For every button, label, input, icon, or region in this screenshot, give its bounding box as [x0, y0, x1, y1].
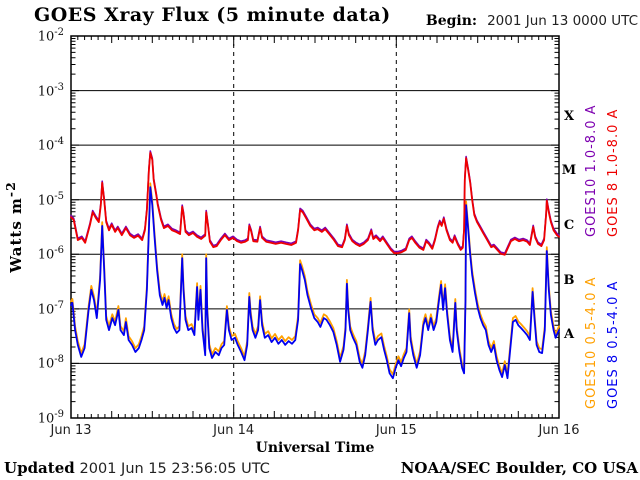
goes-series-label: GOES10 1.0-8.0 A [584, 104, 599, 237]
begin-label: Begin: [425, 13, 478, 29]
y-tick-label: 10-6 [37, 245, 64, 263]
plot-frame [70, 35, 560, 419]
y-tick-label: 10-5 [37, 190, 64, 209]
page-title: GOES Xray Flux (5 minute data) [34, 4, 391, 26]
y-tick-label: 10-4 [37, 136, 64, 154]
flux-curve-goes-8-1-0-8-0-a [70, 151, 560, 256]
y-tick-label: 10-8 [37, 354, 64, 372]
flare-class-label: X [563, 108, 575, 124]
updated-value: 2001 Jun 15 23:56:05 UTC [79, 461, 270, 477]
y-tick-label: 10-2 [37, 27, 64, 45]
flare-class-label: A [563, 327, 575, 343]
goes-series-label: GOES10 0.5-4.0 A [584, 276, 599, 409]
flare-class-label: C [563, 218, 575, 233]
axis-ticks [71, 36, 559, 418]
y-axis-title: Watts m-2 [3, 181, 25, 273]
flare-class-label: B [563, 272, 575, 288]
updated-timestamp: Updated 2001 Jun 15 23:56:05 UTC [4, 459, 270, 477]
x-axis-title: Universal Time [255, 440, 375, 456]
begin-value: 2001 Jun 13 0000 UTC [487, 13, 638, 29]
decade-gridlines [71, 90, 559, 364]
flux-curve-goes10-0-5-4-0-a [70, 182, 560, 376]
y-tick-label: 10-3 [37, 81, 64, 99]
flare-class-label: M [561, 163, 577, 179]
x-tick-label: Jun 16 [538, 423, 580, 438]
y-tick-label: 10-9 [37, 409, 64, 427]
y-tick-label: 10-7 [37, 299, 64, 318]
begin-timestamp: Begin: 2001 Jun 13 0000 UTC [426, 13, 638, 29]
x-tick-label: Jun 15 [375, 423, 417, 438]
flux-curve-goes-8-0-5-4-0-a [70, 186, 560, 380]
credit-text: NOAA/SEC Boulder, CO USA [400, 459, 638, 477]
goes-series-label: GOES 8 1.0-8.0 A [606, 108, 621, 237]
x-tick-label: Jun 13 [50, 423, 92, 438]
updated-label: Updated [4, 459, 75, 477]
goes-series-label: GOES 8 0.5-4.0 A [606, 280, 621, 409]
x-tick-label: Jun 14 [213, 423, 255, 438]
day-divider-lines [233, 36, 397, 418]
